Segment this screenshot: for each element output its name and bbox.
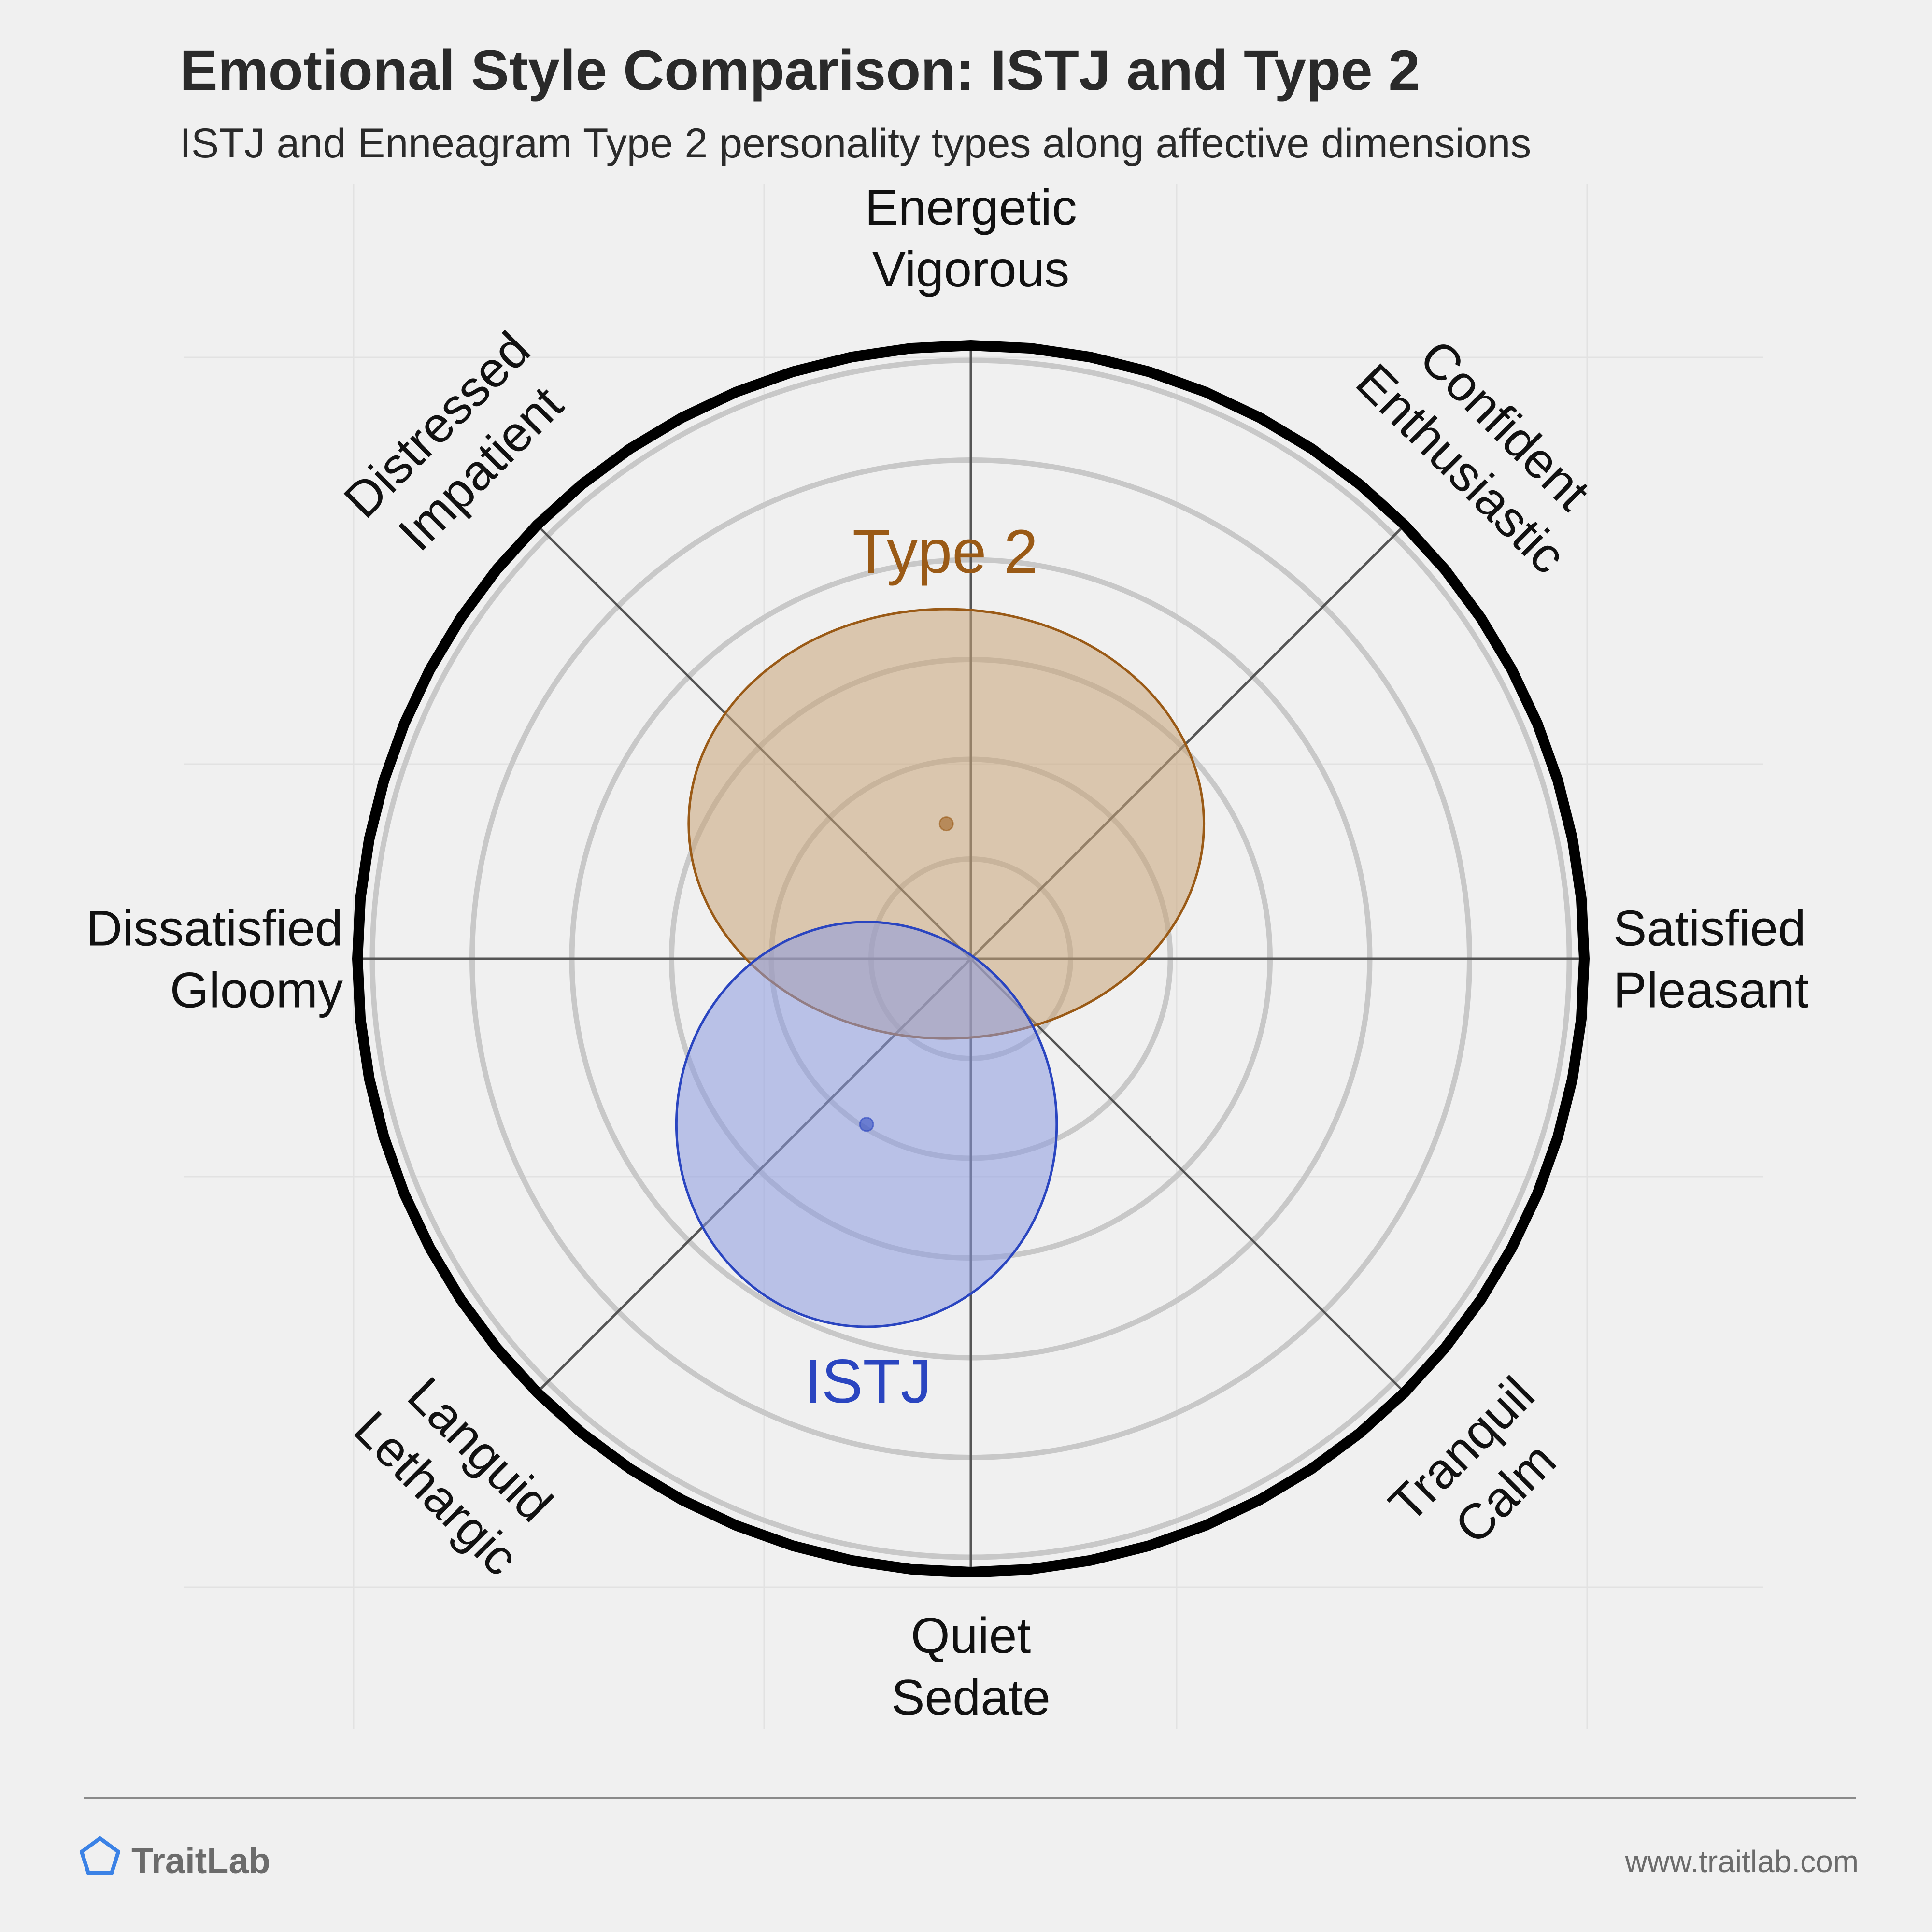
axis-label-line: Dissatisfied <box>86 900 343 956</box>
series-point-istj <box>859 1117 874 1132</box>
series-label-type2: Type 2 <box>852 517 1038 586</box>
axis-label-line: Gloomy <box>170 962 343 1018</box>
series-point-type2 <box>938 816 954 832</box>
axis-label-line: Pleasant <box>1613 962 1809 1018</box>
outer-ring <box>352 340 1590 1577</box>
chart-subtitle: ISTJ and Enneagram Type 2 personality ty… <box>180 120 1531 167</box>
axis-label-line: Quiet <box>911 1608 1031 1664</box>
chart-title: Emotional Style Comparison: ISTJ and Typ… <box>180 39 1420 102</box>
site-url: www.traitlab.com <box>1624 1844 1859 1879</box>
axis-label-quiet: Quiet Sedate <box>891 1608 1051 1726</box>
axis-label-line: Vigorous <box>872 242 1070 298</box>
axis-label-line: Satisfied <box>1613 900 1806 956</box>
outer-boundary <box>352 340 1590 1577</box>
axis-label-dissatisfied: Dissatisfied Gloomy <box>86 900 343 1018</box>
axis-label-satisfied: Satisfied Pleasant <box>1613 900 1809 1018</box>
pentagon-logo-icon <box>80 1836 120 1875</box>
series-layer <box>675 608 1206 1328</box>
axis-label-line: Sedate <box>891 1670 1051 1726</box>
axis-label-energetic: Energetic Vigorous <box>865 180 1077 298</box>
series-label-istj: ISTJ <box>804 1347 931 1416</box>
axis-label-line: Energetic <box>865 180 1077 236</box>
brand-name: TraitLab <box>131 1841 270 1881</box>
